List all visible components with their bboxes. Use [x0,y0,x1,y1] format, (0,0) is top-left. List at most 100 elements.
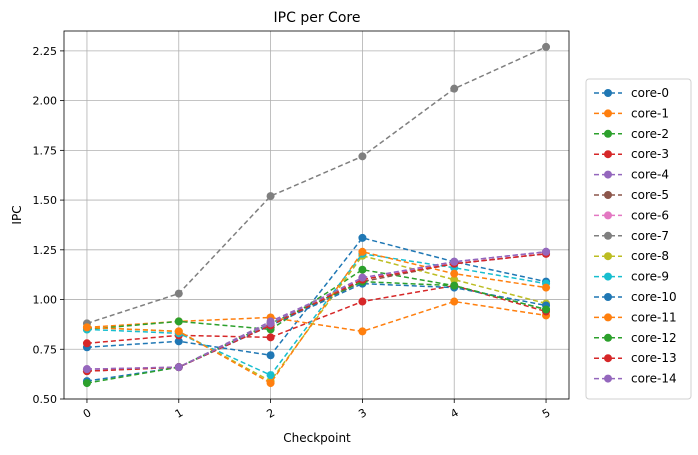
data-point [450,297,459,306]
series-line [86,250,547,385]
series-core-14 [82,247,551,374]
series-core-11 [82,247,551,388]
y-tick-label: 1.25 [33,244,58,257]
data-point [266,333,275,342]
legend-marker [604,109,612,118]
legend-item: core-11 [594,310,677,324]
data-point [358,233,367,242]
legend-marker [604,272,612,281]
series-core-6 [82,249,551,374]
legend-marker [604,170,612,179]
legend-label: core-10 [631,290,677,304]
y-tick-label: 1.75 [33,144,58,157]
data-point [266,371,275,380]
data-point [82,339,91,348]
series-line [86,280,547,384]
legend-marker [604,333,612,342]
series-core-0 [82,233,551,360]
series-core-9 [82,249,551,380]
series-core-13 [82,249,551,376]
series-core-7 [82,42,551,328]
legend-box [585,78,692,400]
legend-item: core-9 [594,270,669,284]
data-point [450,281,459,290]
series-line [86,251,547,370]
data-point [266,351,275,360]
x-tick-label: 5 [540,406,553,421]
legend-item: core-1 [594,106,669,120]
legend-marker [604,313,612,322]
legend-label: core-0 [631,86,669,100]
data-point [542,283,551,292]
legend-label: core-13 [631,351,677,365]
legend-marker [604,150,612,159]
data-point [358,265,367,274]
series-layer [82,42,551,388]
data-point [266,379,275,388]
data-point [542,247,551,256]
data-point [358,152,367,161]
legend-item: core-13 [594,351,677,365]
legend-marker [604,252,612,261]
data-point [542,42,551,51]
legend-item: core-4 [594,168,669,182]
data-point [358,247,367,256]
grid [64,31,569,400]
data-point [450,84,459,93]
data-point [82,379,91,388]
series-line [86,251,547,370]
y-tick-label: 0.75 [33,343,58,356]
legend-item: core-14 [594,372,677,386]
series-line [86,253,547,370]
series-line [86,253,547,372]
x-axis: 0 1 2 3 4 5 [81,399,553,421]
data-point [450,275,459,284]
legend-item: core-2 [594,127,669,141]
legend-marker [604,354,612,363]
y-tick-label: 2.25 [33,45,58,58]
legend-marker [604,129,612,138]
series-core-4 [82,247,551,374]
series-line [86,237,547,357]
series-line [86,253,547,372]
legend-item: core-0 [594,86,669,100]
data-point [82,365,91,374]
series-line [86,282,547,382]
legend-marker [604,374,612,383]
data-point [266,319,275,328]
legend-item: core-12 [594,331,677,345]
y-axis: 0.50 0.75 1.00 1.25 1.50 1.75 2.00 2.25 [33,45,64,406]
data-point [174,327,183,336]
data-point [358,273,367,282]
legend-label: core-14 [631,372,677,386]
y-axis-label: IPC [10,205,24,224]
x-tick-label: 1 [173,406,186,421]
data-point [174,363,183,372]
legend-marker [604,293,612,301]
legend-item: core-6 [594,208,669,222]
x-tick-label: 0 [81,406,94,421]
x-tick-label: 2 [265,406,278,421]
data-point [450,257,459,266]
legend-label: core-7 [631,229,669,243]
data-point [358,297,367,306]
legend-item: core-10 [594,290,677,304]
legend-label: core-1 [631,106,669,120]
legend-marker [604,231,612,240]
y-tick-label: 2.00 [33,95,58,108]
legend-item: core-7 [594,229,669,243]
data-point [174,317,183,326]
legend-label: core-3 [631,147,669,161]
chart-title: IPC per Core [274,10,361,26]
legend-label: core-5 [631,188,669,202]
x-axis-label: Checkpoint [283,431,351,445]
plot-frame [63,30,570,400]
legend-marker [604,191,612,199]
series-line [86,252,547,377]
legend-label: core-6 [631,208,669,222]
legend-label: core-2 [631,127,669,141]
data-point [542,305,551,314]
data-point [450,269,459,278]
data-point [266,192,275,201]
